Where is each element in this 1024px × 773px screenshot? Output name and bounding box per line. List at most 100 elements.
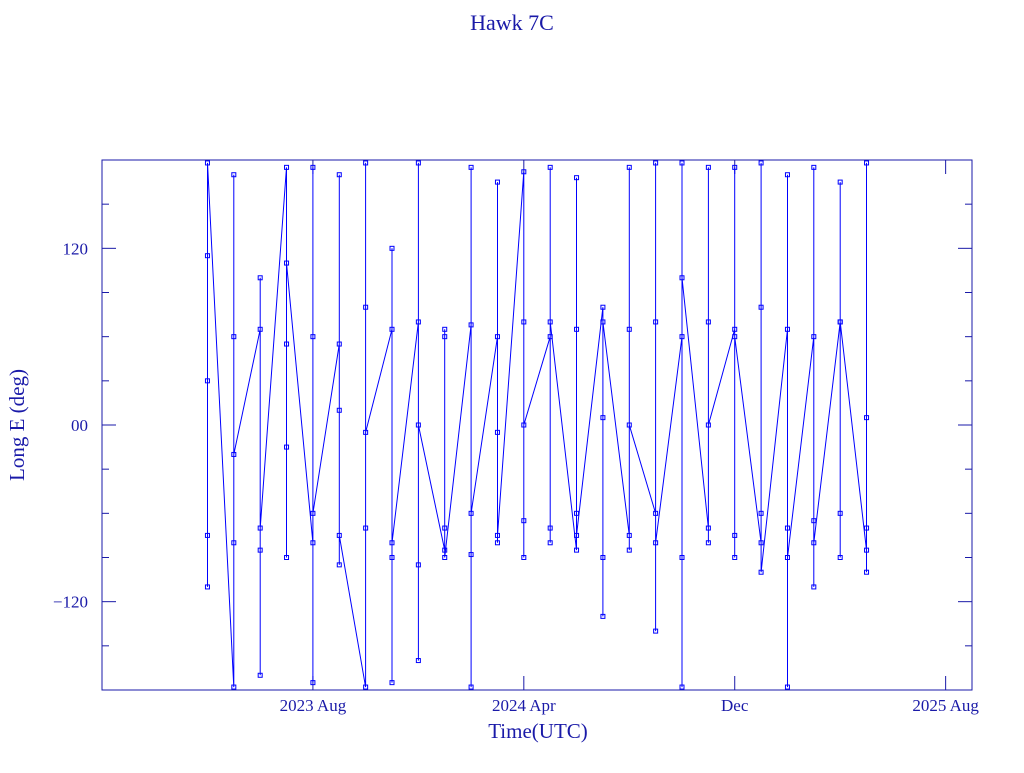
- data-point: [494, 540, 500, 546]
- data-point: [758, 540, 764, 546]
- x-tick-label: Dec: [721, 696, 749, 715]
- data-point: [231, 684, 237, 690]
- y-axis-label: Long E (deg): [5, 369, 29, 481]
- data-point: [758, 160, 764, 166]
- data-point: [547, 525, 553, 531]
- data-point: [521, 422, 527, 428]
- data-point: [626, 422, 632, 428]
- data-point: [389, 245, 395, 251]
- data-point: [653, 540, 659, 546]
- data-point: [336, 562, 342, 568]
- data-point: [732, 532, 738, 538]
- data-point: [864, 547, 870, 553]
- data-point: [784, 555, 790, 560]
- data-point: [600, 613, 606, 619]
- data-point: [494, 532, 500, 538]
- data-point: [679, 684, 685, 690]
- data-point: [284, 555, 290, 560]
- data-point: [574, 326, 580, 332]
- data-point: [494, 429, 500, 435]
- data-point: [732, 334, 738, 340]
- data-point: [389, 540, 395, 546]
- data-point: [521, 169, 527, 175]
- data-point: [653, 160, 659, 166]
- y-tick-label: 120: [63, 239, 89, 258]
- data-point: [864, 160, 870, 166]
- data-point: [310, 540, 316, 546]
- data-point: [336, 172, 342, 178]
- data-point: [521, 555, 527, 560]
- data-point: [547, 540, 553, 546]
- data-point: [837, 319, 843, 325]
- data-point: [442, 326, 448, 332]
- data-point: [679, 160, 685, 166]
- data-point: [574, 175, 580, 181]
- data-point: [231, 172, 237, 178]
- data-point: [468, 510, 474, 516]
- data-point: [204, 532, 210, 538]
- data-point: [547, 164, 553, 170]
- data-point: [732, 555, 738, 560]
- plot-frame: [101, 159, 973, 691]
- data-point: [705, 422, 711, 428]
- data-point: [574, 532, 580, 538]
- data-point: [521, 319, 527, 325]
- data-point: [600, 415, 606, 421]
- data-point: [732, 164, 738, 170]
- data-point: [732, 326, 738, 332]
- data-point: [600, 555, 606, 560]
- data-point: [758, 510, 764, 516]
- data-point: [204, 160, 210, 166]
- data-point: [468, 552, 474, 558]
- data-point: [284, 260, 290, 266]
- data-point: [811, 164, 817, 170]
- data-point: [415, 422, 421, 428]
- data-line: [207, 162, 867, 688]
- data-point: [705, 164, 711, 170]
- data-point: [547, 319, 553, 325]
- data-point: [468, 322, 474, 328]
- data-point: [758, 569, 764, 575]
- data-point: [679, 334, 685, 340]
- data-point: [310, 334, 316, 340]
- data-point: [837, 555, 843, 560]
- data-point: [758, 304, 764, 310]
- data-point: [784, 525, 790, 531]
- data-point: [257, 525, 263, 531]
- data-point: [864, 569, 870, 575]
- data-point: [811, 584, 817, 590]
- data-point: [864, 415, 870, 421]
- data-point: [837, 179, 843, 185]
- data-point: [442, 547, 448, 553]
- data-point: [705, 540, 711, 546]
- data-point: [547, 334, 553, 340]
- data-point: [310, 510, 316, 516]
- data-point: [784, 172, 790, 178]
- data-point: [284, 164, 290, 170]
- data-point: [626, 547, 632, 553]
- data-point: [310, 164, 316, 170]
- data-point: [257, 672, 263, 678]
- chart-title: Hawk 7C: [470, 10, 554, 35]
- data-point: [363, 304, 369, 310]
- x-axis-label: Time(UTC): [488, 719, 588, 743]
- data-point: [336, 532, 342, 538]
- y-tick-label: −120: [53, 593, 88, 612]
- data-point: [468, 684, 474, 690]
- data-point: [494, 179, 500, 185]
- data-point: [336, 341, 342, 347]
- data-point: [837, 510, 843, 516]
- data-point: [626, 326, 632, 332]
- data-point: [705, 525, 711, 531]
- data-point: [257, 547, 263, 553]
- data-point: [811, 518, 817, 524]
- data-point: [442, 555, 448, 560]
- data-point: [784, 684, 790, 690]
- data-point: [442, 525, 448, 531]
- data-point: [679, 555, 685, 560]
- x-tick-label: 2023 Aug: [280, 696, 347, 715]
- data-point: [653, 510, 659, 516]
- data-point: [784, 326, 790, 332]
